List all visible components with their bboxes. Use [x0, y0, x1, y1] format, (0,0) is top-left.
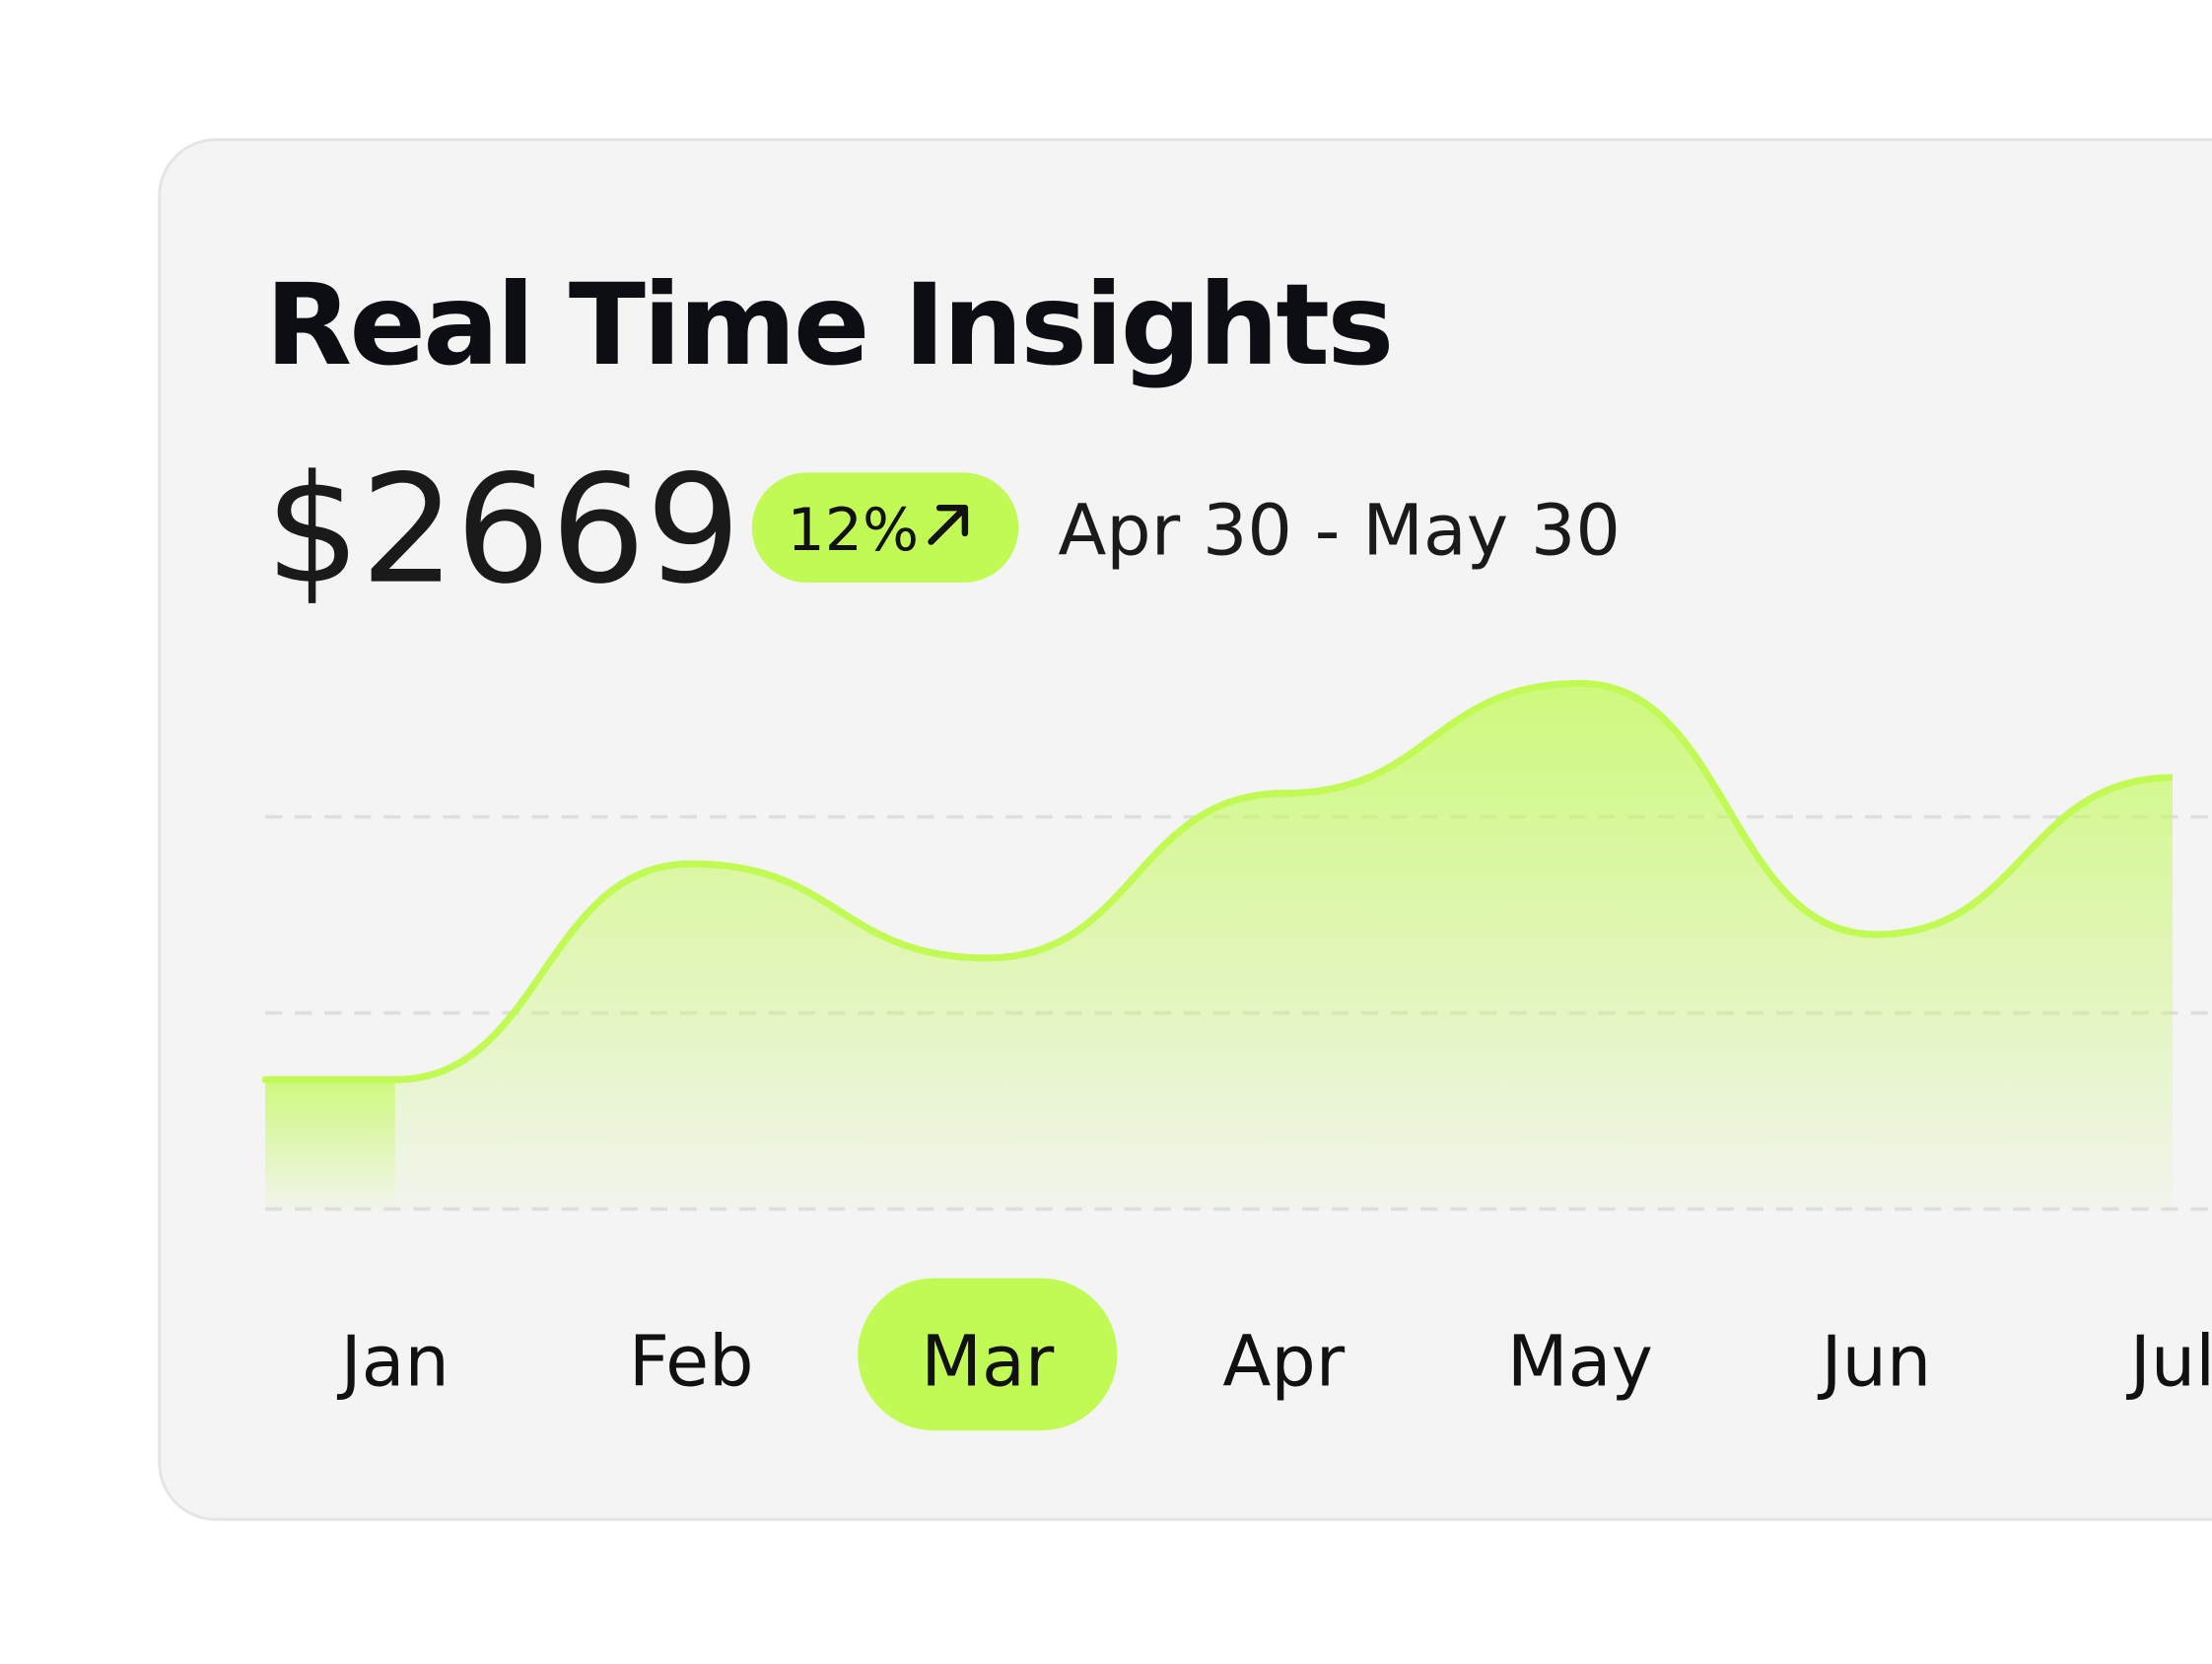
chart: Jan Feb Mar Apr May Jun Jul — [261, 679, 2212, 1431]
month-tab[interactable]: Jul — [2126, 1320, 2212, 1402]
month-tab[interactable]: Feb — [629, 1320, 754, 1402]
arrow-up-icon — [928, 504, 969, 545]
change-value: 12% — [788, 496, 920, 565]
month-tab[interactable]: Mar — [921, 1320, 1055, 1402]
month-tab[interactable]: May — [1507, 1320, 1653, 1402]
month-tab[interactable]: Jun — [1817, 1320, 1931, 1402]
card-title: Real Time Insights — [265, 259, 1391, 390]
date-range: Apr 30 - May 30 — [1058, 489, 1621, 571]
area-lead — [265, 1079, 395, 1210]
selected-month-pill — [858, 1278, 1118, 1431]
month-tab[interactable]: Jan — [337, 1320, 449, 1402]
change-badge — [751, 472, 1019, 584]
amount: $2669 — [265, 443, 741, 617]
month-tab[interactable]: Apr — [1222, 1320, 1345, 1402]
line — [394, 679, 2173, 1083]
